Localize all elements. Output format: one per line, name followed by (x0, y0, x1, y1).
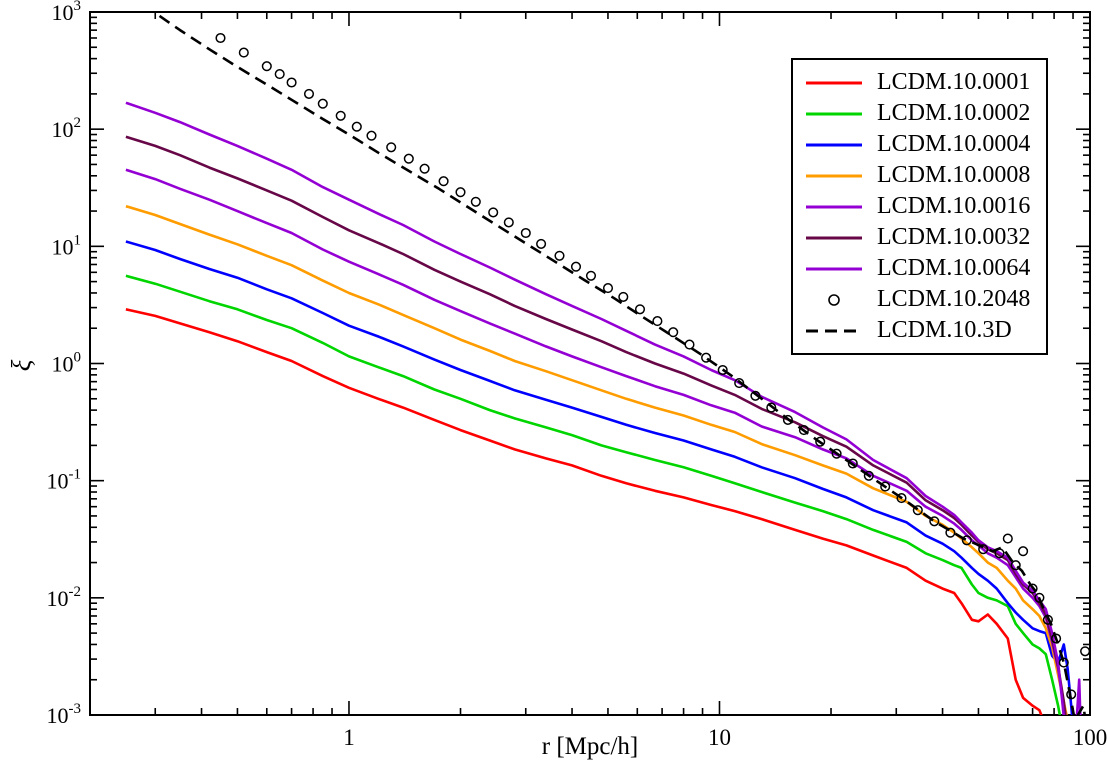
svg-text:100: 100 (52, 350, 82, 377)
svg-text:1: 1 (343, 725, 355, 750)
legend-item-LCDM.10.2048: LCDM.10.2048 (801, 284, 1030, 315)
series-line-LCDM.10.3D (151, 12, 1087, 715)
legend-circle-marker-icon (801, 288, 867, 312)
series-points-LCDM.10.2048 (215, 32, 1090, 700)
legend-line-sample-icon (801, 319, 867, 343)
y-tick-labels: 10-3 10-2 10-1 100 101 102 103 (47, 0, 82, 728)
legend: LCDM.10.0001 LCDM.10.0002 LCDM.10.0004 LCDM… (791, 58, 1049, 355)
svg-text:10-2: 10-2 (47, 584, 82, 611)
legend-item-LCDM.10.0004: LCDM.10.0004 (801, 129, 1030, 160)
legend-item-LCDM.10.0016: LCDM.10.0016 (801, 191, 1030, 222)
axis-ticks (90, 11, 1091, 716)
legend-line-sample-icon (801, 71, 867, 95)
svg-text:10: 10 (708, 725, 731, 750)
legend-label: LCDM.10.3D (877, 317, 1012, 343)
svg-text:102: 102 (52, 115, 82, 142)
svg-text:100: 100 (1073, 725, 1107, 750)
series-line-LCDM.10.0001 (125, 308, 1043, 715)
legend-label: LCDM.10.2048 (877, 286, 1031, 312)
svg-text:101: 101 (52, 232, 82, 259)
legend-item-LCDM.10.0064: LCDM.10.0064 (801, 253, 1030, 284)
svg-text:103: 103 (52, 0, 82, 25)
legend-label: LCDM.10.0064 (877, 255, 1031, 281)
legend-line-sample-icon (801, 133, 867, 157)
legend-line-sample-icon (801, 164, 867, 188)
series-line-LCDM.10.0008 (125, 204, 1068, 715)
legend-line-sample-icon (801, 226, 867, 250)
legend-line-sample-icon (801, 102, 867, 126)
legend-line-sample-icon (801, 195, 867, 219)
legend-item-LCDM.10.0032: LCDM.10.0032 (801, 222, 1030, 253)
legend-label: LCDM.10.0002 (877, 100, 1031, 126)
series-line-LCDM.10.0016 (125, 168, 1067, 715)
legend-label: LCDM.10.0032 (877, 224, 1031, 250)
series-line-LCDM.10.0002 (125, 274, 1062, 715)
legend-label: LCDM.10.0004 (877, 131, 1031, 157)
legend-item-LCDM.10.3D: LCDM.10.3D (801, 315, 1030, 346)
series-line-LCDM.10.0004 (125, 240, 1074, 715)
legend-label: LCDM.10.0016 (877, 193, 1031, 219)
x-tick-labels: 1 10 100 (343, 725, 1107, 750)
legend-label: LCDM.10.0001 (877, 69, 1031, 95)
series-line-LCDM.10.0032 (125, 135, 1067, 715)
svg-text:10-1: 10-1 (47, 467, 82, 494)
legend-item-LCDM.10.0001: LCDM.10.0001 (801, 67, 1030, 98)
legend-line-sample-icon (801, 257, 867, 281)
legend-label: LCDM.10.0008 (877, 162, 1031, 188)
legend-item-LCDM.10.0002: LCDM.10.0002 (801, 98, 1030, 129)
y-axis-label: ξ (6, 359, 37, 372)
x-axis-label: r [Mpc/h] (541, 733, 639, 760)
legend-item-LCDM.10.0008: LCDM.10.0008 (801, 160, 1030, 191)
svg-text:10-3: 10-3 (47, 701, 82, 728)
